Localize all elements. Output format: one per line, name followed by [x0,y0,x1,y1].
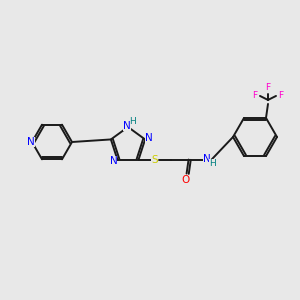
Text: N: N [145,134,153,143]
Text: N: N [110,156,117,166]
Text: F: F [278,92,284,100]
Text: O: O [182,175,190,184]
Text: F: F [266,83,271,92]
Text: H: H [130,118,136,127]
Text: N: N [27,137,35,147]
Text: N: N [203,154,211,164]
Text: N: N [123,121,131,131]
Text: F: F [252,92,258,100]
Text: H: H [209,159,216,168]
Text: S: S [151,154,158,165]
